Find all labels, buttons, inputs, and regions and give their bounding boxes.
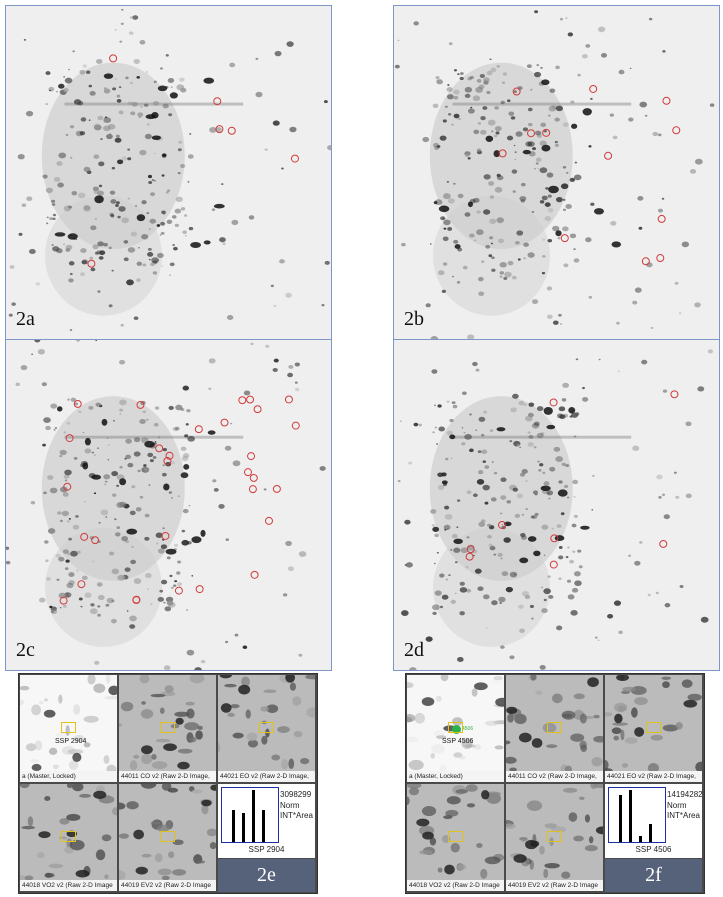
norm-value: 3098299 xyxy=(280,790,312,799)
master-gel-crop-2e xyxy=(20,675,117,782)
panel-label-2c: 2c xyxy=(16,639,35,661)
cell-caption: 44011 CO v2 (Raw 2-D Image, xyxy=(119,771,216,782)
spot-comparison-strip-2f: 4506 SSP 4506 a (Master, Locked) 44011 C… xyxy=(405,673,705,894)
cell-caption: a (Master, Locked) xyxy=(407,771,504,782)
gel-crop-eo-2f xyxy=(605,675,702,782)
ssp-label: SSP 4506 xyxy=(442,738,474,745)
graph-ssp-label: SSP 4506 xyxy=(635,845,672,854)
bar-co xyxy=(232,809,235,842)
replicate-cell-vo2-2e: 44018 VO2 v2 (Raw 2-D Image xyxy=(20,784,117,891)
selection-box xyxy=(61,831,76,842)
gel-crop-ev2-2f xyxy=(506,784,603,891)
replicate-cell-vo2-2f: 44018 VO2 v2 (Raw 2-D Image xyxy=(407,784,504,891)
cell-caption: 44021 EO v2 (Raw 2-D Image, xyxy=(605,771,702,782)
selection-box xyxy=(547,831,562,842)
gel-crop-co-2f xyxy=(506,675,603,782)
replicate-cell-ev2-2e: 44019 EV2 v2 (Raw 2-D Image xyxy=(119,784,216,891)
selection-box xyxy=(448,831,463,842)
bar-graph xyxy=(608,787,666,843)
cell-caption: 44019 EV2 v2 (Raw 2-D Image xyxy=(119,880,216,891)
spot-comparison-strip-2e: SSP 2904 a (Master, Locked) 44011 CO v2 … xyxy=(18,673,318,894)
replicate-cell-eo-2e: 44021 EO v2 (Raw 2-D Image, xyxy=(218,675,315,782)
metric-label: INT*Area xyxy=(280,811,313,820)
panel-label-2b: 2b xyxy=(404,308,424,330)
cell-caption: 44018 VO2 v2 (Raw 2-D Image xyxy=(20,880,117,891)
master-cell-2e: SSP 2904 a (Master, Locked) xyxy=(20,675,117,782)
norm-value: 14194282 xyxy=(667,790,702,799)
metric-label: Norm xyxy=(280,801,300,810)
selection-box xyxy=(448,722,463,733)
intensity-graph-2e: 3098299 Norm INT*Area SSP 2904 xyxy=(218,784,315,858)
replicate-cell-co-2f: 44011 CO v2 (Raw 2-D Image, xyxy=(506,675,603,782)
spot-id-label: 4506 xyxy=(462,726,474,732)
gel-crop-co-2e xyxy=(119,675,216,782)
selection-box xyxy=(547,722,562,733)
gel-image-2b xyxy=(394,6,719,339)
gel-crop-ev2-2e xyxy=(119,784,216,891)
gel-image-2c xyxy=(6,340,331,670)
cell-caption: 44011 CO v2 (Raw 2-D Image, xyxy=(506,771,603,782)
gel-image-2d xyxy=(394,340,719,670)
gel-panel-2b: 2b xyxy=(393,5,720,340)
bar-eo xyxy=(242,813,245,842)
bar-vo2 xyxy=(639,835,642,842)
gel-crop-vo2-2f xyxy=(407,784,504,891)
gel-crop-eo-2e xyxy=(218,675,315,782)
cell-caption: 44018 VO2 v2 (Raw 2-D Image xyxy=(407,880,504,891)
panel-tag-2e: 2e xyxy=(218,859,315,892)
panel-label-2d: 2d xyxy=(404,639,424,661)
bar-graph xyxy=(221,787,279,843)
gel-image-2a xyxy=(6,6,331,339)
graph-ssp-label: SSP 2904 xyxy=(248,845,285,854)
selection-box xyxy=(646,722,661,733)
selection-box xyxy=(160,722,175,733)
selection-box xyxy=(259,722,274,733)
gel-crop-vo2-2e xyxy=(20,784,117,891)
gel-panel-2c: 2c xyxy=(5,339,332,671)
cell-caption: a (Master, Locked) xyxy=(20,771,117,782)
panel-label-2a: 2a xyxy=(16,308,35,330)
metric-label: Norm xyxy=(667,801,687,810)
selected-spot-marker xyxy=(452,725,461,734)
bar-vo2 xyxy=(252,790,255,842)
selection-box xyxy=(160,831,175,842)
bar-co xyxy=(619,795,622,842)
cell-caption: 44021 EO v2 (Raw 2-D Image, xyxy=(218,771,315,782)
panel-tag-2f: 2f xyxy=(605,859,702,892)
bar-eo xyxy=(629,790,632,842)
replicate-cell-ev2-2f: 44019 EV2 v2 (Raw 2-D Image xyxy=(506,784,603,891)
replicate-cell-eo-2f: 44021 EO v2 (Raw 2-D Image, xyxy=(605,675,702,782)
ssp-label: SSP 2904 xyxy=(55,738,87,745)
intensity-graph-2f: 14194282 Norm INT*Area SSP 4506 xyxy=(605,784,702,858)
replicate-cell-co-2e: 44011 CO v2 (Raw 2-D Image, xyxy=(119,675,216,782)
bar-ev2 xyxy=(649,823,652,842)
gel-panel-2d: 2d xyxy=(393,339,720,671)
selection-box xyxy=(61,722,76,733)
master-cell-2f: 4506 SSP 4506 a (Master, Locked) xyxy=(407,675,504,782)
metric-label: INT*Area xyxy=(667,811,700,820)
bar-ev2 xyxy=(262,809,265,842)
gel-panel-2a: 2a xyxy=(5,5,332,340)
cell-caption: 44019 EV2 v2 (Raw 2-D Image xyxy=(506,880,603,891)
